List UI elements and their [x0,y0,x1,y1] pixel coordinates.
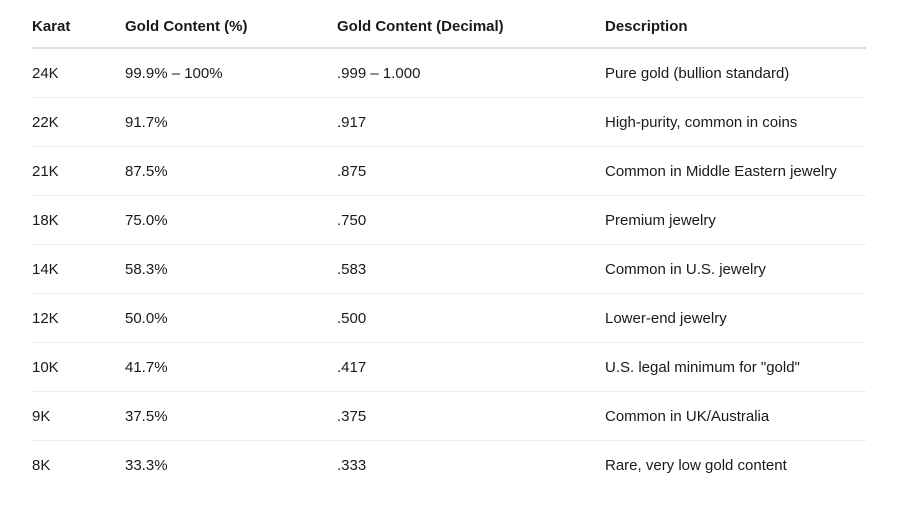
karat-cell: 8K [32,456,51,474]
karat-cell: 14K [32,244,125,294]
table-row: 21K 87.5% .875 Common in Middle Eastern jew… [32,146,866,196]
header-decimal: Gold Content (Decimal) [337,0,605,49]
description-cell: Lower-end jewelry [605,293,866,343]
karat-table: Karat Gold Content (%) Gold Content (Dec… [32,0,866,489]
percent-cell: 37.5% [125,391,337,441]
header-row: Karat Gold Content (%) Gold Content (Dec… [32,0,866,49]
karat-cell: 12K [32,293,125,343]
table-row: 22K 91.7% .917 High-purity, common in coins [32,97,866,147]
decimal-cell: .750 [337,195,605,245]
description-cell: U.S. legal minimum for "gold" [605,342,866,392]
decimal-cell: .500 [337,293,605,343]
description-cell: Common in U.S. jewelry [605,244,866,294]
table-row: 18K 75.0% .750 Premium jewelry [32,195,866,245]
percent-cell: 58.3% [125,244,337,294]
table-row: 10K 41.7% .417 U.S. legal minimum for "gold… [32,342,866,392]
header-description: Description [605,0,866,49]
description-cell: Common in UK/Australia [605,391,866,441]
karat-cell: 10K [32,342,125,392]
decimal-cell: .875 [337,146,605,196]
description-cell: Premium jewelry [605,195,866,245]
decimal-cell: .999 – 1.000 [337,48,605,98]
percent-cell: 50.0% [125,293,337,343]
percent-cell: 41.7% [125,342,337,392]
karat-cell: 18K [32,195,125,245]
decimal-cell: .417 [337,342,605,392]
description-cell: Pure gold (bullion standard) [605,48,866,98]
decimal-cell: .583 [337,244,605,294]
percent-cell: 99.9% – 100% [125,48,337,98]
karat-cell: 21K [32,146,125,196]
decimal-cell: .917 [337,97,605,147]
karat-cell: 22K [32,97,125,147]
decimal-cell: .375 [337,391,605,441]
table-row: 14K 58.3% .583 Common in U.S. jewelry [32,244,866,294]
table-row: 9K 37.5% .375 Common in UK/Australia [32,391,866,441]
percent-cell: 33.3% [125,456,168,474]
header-percent: Gold Content (%) [125,0,337,49]
description-cell: High-purity, common in coins [605,97,866,147]
karat-cell: 9K [32,391,125,441]
table-row: 24K 99.9% – 100% .999 – 1.000 Pure gold (bu… [32,48,866,98]
table-row: 8K 33.3% .333 Rare, very low gold content [32,441,866,490]
percent-cell: 87.5% [125,146,337,196]
decimal-cell: .333 [337,456,367,474]
percent-cell: 91.7% [125,97,337,147]
description-cell: Rare, very low gold content [605,456,787,474]
karat-cell: 24K [32,48,125,98]
percent-cell: 75.0% [125,195,337,245]
table-row: 12K 50.0% .500 Lower-end jewelry [32,293,866,343]
header-karat: Karat [32,0,125,49]
description-cell: Common in Middle Eastern jewelry [605,146,866,196]
